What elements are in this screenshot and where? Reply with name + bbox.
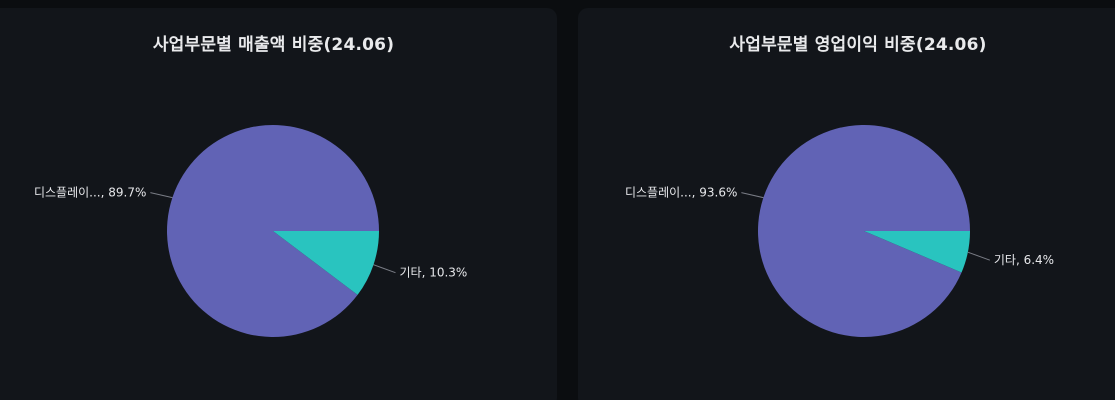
slice-label: 디스플레이..., 89.7% xyxy=(34,186,146,200)
leader-line xyxy=(967,251,991,261)
pie-slice-other[interactable] xyxy=(864,231,970,273)
pie-slice-display[interactable] xyxy=(758,125,970,338)
operating-profit-share-pie-chart: 디스플레이..., 93.6% 기타, 6.4% xyxy=(625,125,1054,338)
leader-line xyxy=(741,192,764,199)
slice-label: 기타, 10.3% xyxy=(399,266,467,280)
sales-share-pie-chart: 디스플레이..., 89.7% 기타, 10.3% xyxy=(34,124,467,337)
chart-title: 사업부문별 영업이익 비중(24.06) xyxy=(729,35,987,55)
slice-label: 기타, 6.4% xyxy=(994,253,1054,267)
operating-profit-share-panel: 사업부문별 영업이익 비중(24.06) 디스플레이..., 93.6% 기타, … xyxy=(578,8,1115,400)
sales-share-panel: 사업부문별 매출액 비중(24.06) 디스플레이..., 89.7% 기타, 1… xyxy=(0,8,557,400)
pie-slice-other[interactable] xyxy=(273,231,379,295)
leader-line xyxy=(150,192,173,199)
slice-label: 디스플레이..., 93.6% xyxy=(625,186,737,200)
chart-title: 사업부문별 매출액 비중(24.06) xyxy=(152,35,395,55)
leader-line xyxy=(373,264,396,274)
